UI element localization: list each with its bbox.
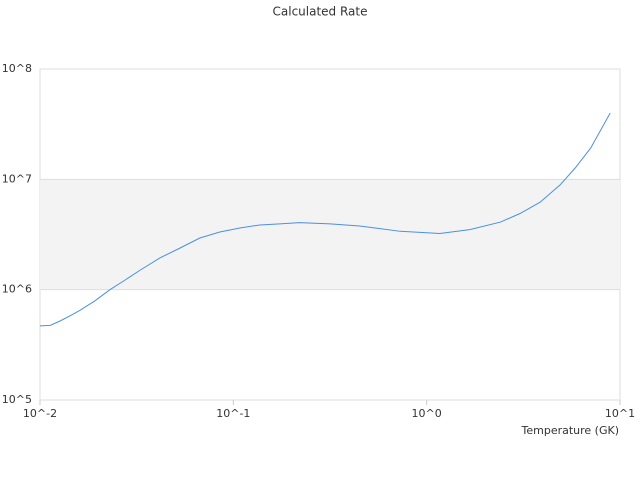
x-tick-label: 10^1 [605, 407, 635, 420]
y-tick-label: 10^5 [2, 393, 32, 406]
y-tick-label: 10^6 [2, 283, 32, 296]
x-tick-label: 10^-1 [216, 407, 250, 420]
y-tick-label: 10^8 [2, 62, 32, 75]
x-tick-label: 10^0 [412, 407, 442, 420]
x-tick-label: 10^-2 [23, 407, 57, 420]
y-tick-label: 10^7 [2, 172, 32, 185]
x-axis-label: Temperature (GK) [521, 424, 620, 437]
chart-title: Calculated Rate [273, 5, 368, 19]
grid-band [40, 179, 620, 290]
line [39, 112, 611, 327]
